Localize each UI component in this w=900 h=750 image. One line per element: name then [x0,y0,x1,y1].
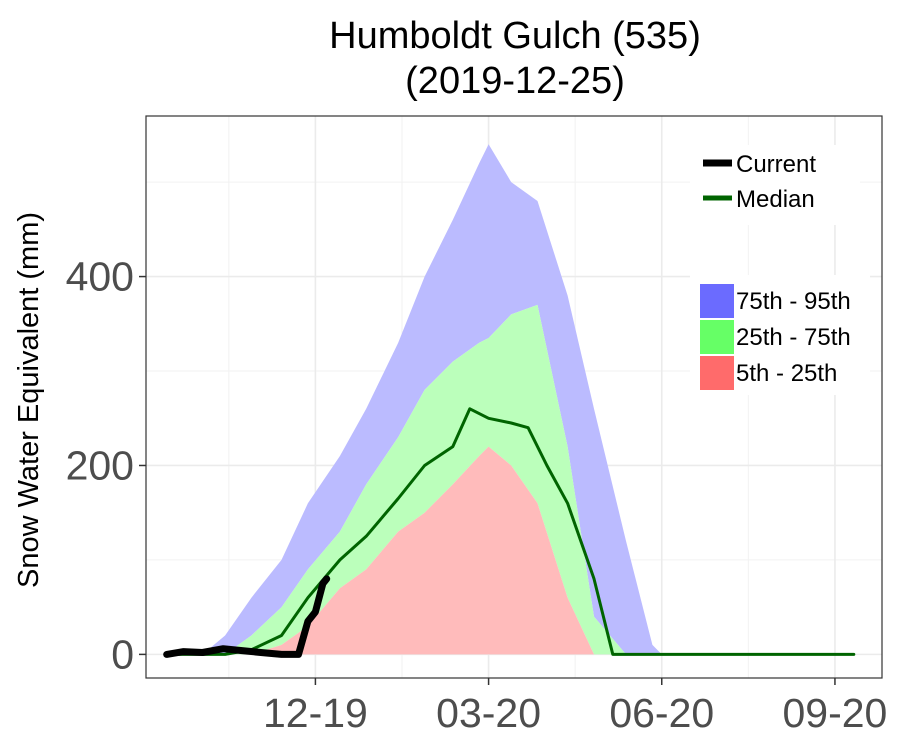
legend-p75-p95-swatch [700,284,734,318]
band-p5-p25 [166,446,854,655]
legend-p5-p25-swatch [700,356,734,390]
plot-border [145,115,883,679]
legend-p25-p75-swatch [700,320,734,354]
x-tick-label: 09-20 [783,690,888,736]
series-lines [163,407,856,658]
series-line-median [165,407,856,656]
series-line-current [163,575,331,658]
legend-lines-box [690,145,860,225]
y-tick-label: 0 [111,631,134,677]
band-p25-p75 [166,304,854,655]
percentile-bands [166,144,854,655]
legend-p75-p95-label: 75th - 95th [736,288,851,315]
y-tick-label: 400 [66,254,134,300]
legend-median-label: Median [736,186,815,213]
band-p75-p95 [166,144,854,655]
chart-title: Humboldt Gulch (535) [329,15,701,57]
legend-current-label: Current [736,151,816,178]
x-axis-ticks: 12-19 03-20 06-20 09-20 [263,678,887,736]
legend-p25-p75-label: 25th - 75th [736,324,851,351]
x-tick-label: 03-20 [436,690,541,736]
y-axis-ticks: 0 200 400 [66,254,146,677]
y-tick-label: 200 [66,442,134,488]
y-axis-label: Snow Water Equivalent (mm) [13,212,45,588]
chart-subtitle: (2019-12-25) [405,60,625,102]
legend-p5-p25-label: 5th - 25th [736,360,837,387]
legend: Current Median 75th - 95th 25th - 75th 5… [690,145,870,395]
x-tick-label: 12-19 [263,690,368,736]
x-tick-label: 06-20 [609,690,714,736]
